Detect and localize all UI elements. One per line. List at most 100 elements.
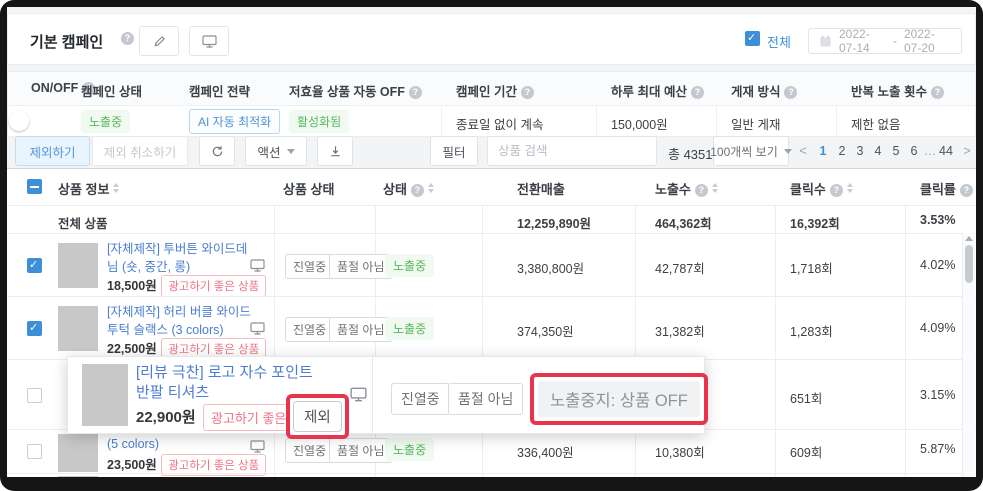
refresh-button[interactable]: [199, 136, 235, 166]
vertical-scrollbar[interactable]: [962, 233, 975, 477]
col-auto-off: 저효율 상품 자동 OFF?: [289, 81, 422, 100]
page-number[interactable]: 3: [856, 144, 864, 158]
action-dropdown[interactable]: 액션: [245, 136, 307, 166]
row-checkbox[interactable]: [27, 321, 42, 336]
header-ctr[interactable]: 클릭률?: [920, 179, 973, 198]
header-product-state: 상품 상태: [283, 182, 335, 197]
clicks-value: 1,718회: [790, 262, 833, 276]
product-thumbnail[interactable]: [58, 243, 98, 288]
campaign-settings-panel: ON/OFF? 캠페인 상태 캠페인 전략 저효율 상품 자동 OFF? 캠페인…: [7, 71, 976, 137]
page-number[interactable]: 6: [910, 144, 918, 158]
good-ad-badge: 광고하기 좋은 상품: [161, 338, 267, 360]
col-budget: 하루 최대 예산?: [611, 81, 704, 100]
impressions-value: 10,380회: [655, 446, 705, 460]
chevron-down-icon: [783, 148, 792, 154]
help-icon[interactable]: ?: [520, 86, 534, 99]
campaign-strategy-badge: AI 자동 최적화: [189, 109, 281, 134]
date-range-picker[interactable]: 2022-07-14 - 2022-07-20: [808, 27, 962, 55]
refresh-icon: [211, 145, 224, 158]
product-price: 22,900원: [136, 409, 196, 426]
header-revenue: 전환매출: [517, 182, 565, 197]
help-icon[interactable]: ?: [408, 86, 422, 99]
help-icon[interactable]: ?: [410, 184, 424, 197]
divider: [274, 169, 275, 477]
pagination-prev[interactable]: <: [799, 144, 807, 158]
totals-ctr: 3.53%: [920, 213, 956, 227]
exposure-state-badge: 노출중: [385, 317, 435, 340]
daily-budget-value: 150,000원: [611, 118, 668, 132]
product-thumbnail[interactable]: [58, 434, 98, 472]
help-icon[interactable]: ?: [829, 184, 843, 197]
display-state-badge: 진열중: [285, 317, 335, 342]
page-number[interactable]: 2: [838, 144, 846, 158]
page-number[interactable]: 44: [939, 144, 953, 158]
monitor-icon[interactable]: [350, 387, 367, 402]
help-icon[interactable]: ?: [690, 86, 704, 99]
monitor-icon[interactable]: [250, 322, 265, 335]
exposure-stopped-badge: 노출중지: 상품 OFF: [538, 381, 700, 417]
scrollbar-thumb[interactable]: [965, 245, 973, 283]
product-price: 18,500원: [107, 279, 157, 293]
exclude-cancel-button[interactable]: 제외 취소하기: [92, 136, 188, 166]
divider: [905, 169, 906, 477]
page-number[interactable]: 4: [874, 144, 882, 158]
date-all-checkbox[interactable]: [745, 31, 760, 46]
date-all-label: 전체: [767, 35, 791, 50]
col-repeat: 반복 노출 횟수?: [851, 81, 944, 100]
product-thumbnail[interactable]: [82, 364, 128, 426]
exclude-row-button[interactable]: 제외: [293, 401, 342, 432]
help-icon[interactable]: ?: [959, 184, 973, 197]
page-number[interactable]: 5: [892, 144, 900, 158]
search-input[interactable]: [488, 137, 656, 165]
monitor-icon[interactable]: [250, 440, 265, 453]
select-all-checkbox[interactable]: [27, 179, 42, 194]
clicks-value: 651회: [790, 392, 823, 406]
monitor-icon[interactable]: [250, 259, 265, 272]
help-icon[interactable]: ?: [694, 184, 708, 197]
good-ad-badge: 광고하기 좋은 상품: [161, 275, 267, 297]
preview-button[interactable]: [189, 26, 229, 56]
page-size-dropdown[interactable]: 100개씩 보기: [710, 136, 792, 166]
pagination-next[interactable]: >: [963, 144, 971, 158]
header-product-info[interactable]: 상품 정보: [58, 179, 120, 198]
stock-state-badge: 품절 아님: [329, 438, 393, 463]
divider: [635, 169, 636, 477]
divider: [372, 357, 373, 433]
table-row: (5 colors) 23,500원 광고하기 좋은 상품 진열중 품절 아님 …: [7, 429, 976, 476]
product-thumbnail[interactable]: [58, 306, 98, 351]
product-title-link[interactable]: [자체제작] 허리 버클 와이드 투턱 슬랙스 (3 colors): [107, 305, 251, 337]
col-campaign-status: 캠페인 상태: [81, 85, 142, 99]
download-icon: [329, 145, 342, 158]
filter-button[interactable]: 필터: [430, 136, 478, 166]
good-ad-badge: 광고하기 좋은 상품: [161, 454, 267, 476]
row-checkbox[interactable]: [27, 388, 42, 403]
revenue-value: 3,380,800원: [517, 262, 585, 276]
exclude-button[interactable]: 제외하기: [15, 136, 90, 166]
product-title-link[interactable]: [자체제작] 투버튼 와이드데님 (숏, 중간, 롱): [107, 242, 248, 274]
page-ellipsis: …: [923, 144, 937, 158]
header-clicks[interactable]: 클릭수?: [790, 179, 853, 198]
product-price-line: 18,500원 광고하기 좋은 상품: [107, 275, 267, 297]
row-checkbox[interactable]: [27, 258, 42, 273]
help-icon[interactable]: ?: [121, 32, 134, 45]
help-icon[interactable]: ?: [930, 86, 944, 99]
scrollbar-up-arrow[interactable]: [965, 236, 973, 241]
product-price-line: 22,500원 광고하기 좋은 상품: [107, 338, 267, 360]
sort-icon: [113, 183, 120, 193]
header-impressions[interactable]: 노출수?: [655, 179, 718, 198]
exposure-state-badge: 노출중: [385, 438, 435, 461]
pencil-icon: [153, 35, 166, 48]
edit-campaign-button[interactable]: [139, 26, 179, 56]
col-campaign-strategy: 캠페인 전략: [189, 85, 250, 99]
table-header-row: 상품 정보 상품 상태 상태? 전환매출 노출수? 클릭수? 클릭률?: [7, 169, 976, 205]
divider: [836, 105, 837, 136]
product-title-link[interactable]: [리뷰 극찬] 로고 자수 포인트 반팔 티셔츠: [136, 364, 313, 402]
page-number[interactable]: 1: [819, 144, 827, 158]
row-checkbox[interactable]: [27, 444, 42, 459]
help-icon[interactable]: ?: [82, 82, 96, 95]
header-state[interactable]: 상태?: [383, 179, 434, 198]
help-icon[interactable]: ?: [784, 86, 798, 99]
clicks-value: 609회: [790, 446, 823, 460]
product-title-link[interactable]: (5 colors): [107, 437, 160, 451]
download-button[interactable]: [317, 136, 353, 166]
